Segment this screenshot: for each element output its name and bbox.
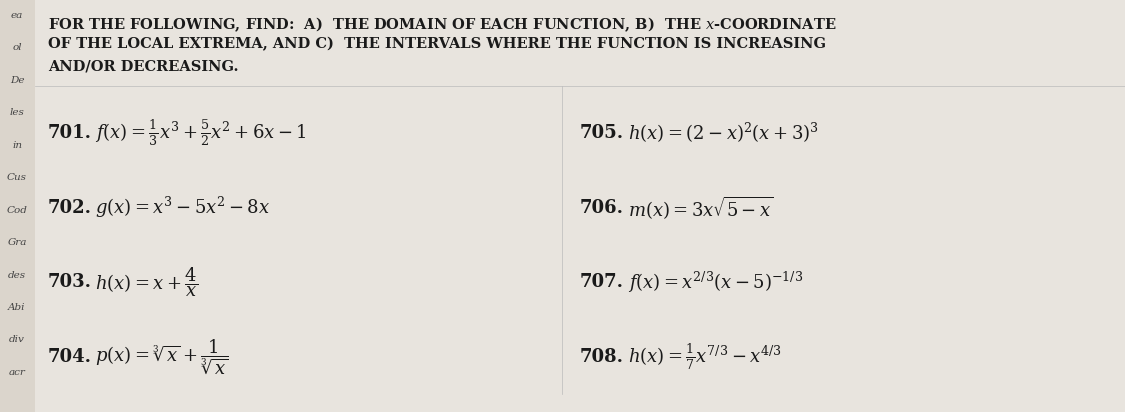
Text: 703.: 703.	[48, 273, 92, 291]
Text: 702.: 702.	[48, 199, 92, 217]
Text: FOR THE FOLLOWING, FIND:  A)  THE DOMAIN OF EACH FUNCTION, B)  THE $x$-COORDINAT: FOR THE FOLLOWING, FIND: A) THE DOMAIN O…	[48, 15, 837, 34]
Text: 705.: 705.	[580, 124, 624, 142]
Text: OF THE LOCAL EXTREMA, AND C)  THE INTERVALS WHERE THE FUNCTION IS INCREASING: OF THE LOCAL EXTREMA, AND C) THE INTERVA…	[48, 37, 826, 51]
Text: Gra: Gra	[8, 238, 27, 247]
Text: des: des	[8, 271, 26, 279]
Text: les: les	[9, 108, 25, 117]
Text: acr: acr	[9, 368, 26, 377]
Text: $f(x) = x^{2/3}(x-5)^{-1/3}$: $f(x) = x^{2/3}(x-5)^{-1/3}$	[628, 269, 803, 295]
Text: $h(x) = x + \dfrac{4}{x}$: $h(x) = x + \dfrac{4}{x}$	[94, 265, 198, 299]
Text: in: in	[12, 140, 22, 150]
Text: $g(x) = x^3 - 5x^2 - 8x$: $g(x) = x^3 - 5x^2 - 8x$	[94, 195, 270, 220]
Text: 701.: 701.	[48, 124, 92, 142]
Text: $h(x) = \frac{1}{7}x^{7/3} - x^{4/3}$: $h(x) = \frac{1}{7}x^{7/3} - x^{4/3}$	[628, 342, 782, 372]
Text: $f(x) = \frac{1}{3}x^3 + \frac{5}{2}x^2 + 6x - 1$: $f(x) = \frac{1}{3}x^3 + \frac{5}{2}x^2 …	[94, 118, 307, 148]
Text: 704.: 704.	[48, 348, 92, 366]
Text: Cod: Cod	[7, 206, 27, 215]
Text: Abi: Abi	[8, 303, 26, 312]
Text: ol: ol	[12, 43, 21, 52]
Text: Cus: Cus	[7, 173, 27, 182]
Text: $m(x) = 3x\sqrt{5-x}$: $m(x) = 3x\sqrt{5-x}$	[628, 194, 774, 221]
Text: $h(x) = (2-x)^2(x+3)^3$: $h(x) = (2-x)^2(x+3)^3$	[628, 121, 819, 145]
Text: 706.: 706.	[580, 199, 624, 217]
Text: div: div	[9, 335, 25, 344]
Text: De: De	[10, 75, 25, 84]
Text: $p(x) = \sqrt[3]{x} + \dfrac{1}{\sqrt[3]{x}}$: $p(x) = \sqrt[3]{x} + \dfrac{1}{\sqrt[3]…	[94, 337, 228, 376]
Text: ea: ea	[11, 10, 24, 19]
FancyBboxPatch shape	[0, 0, 35, 412]
Text: AND/OR DECREASING.: AND/OR DECREASING.	[48, 59, 238, 73]
Text: 707.: 707.	[580, 273, 624, 291]
Text: 708.: 708.	[580, 348, 624, 366]
